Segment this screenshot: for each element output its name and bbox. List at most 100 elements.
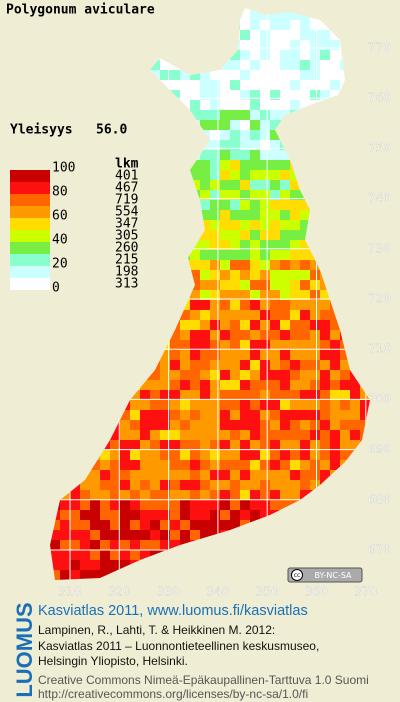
grid-cell [300,410,310,420]
grid-cell [240,60,250,70]
grid-cell [120,290,130,300]
grid-cell [160,20,170,30]
grid-cell [230,170,240,180]
grid-cell [60,490,70,500]
grid-cell [290,40,300,50]
grid-cell [310,160,320,170]
grid-cell [90,540,100,550]
grid-cell [120,40,130,50]
grid-cell [100,210,110,220]
grid-cell [120,540,130,550]
grid-cell [160,90,170,100]
grid-cell [70,560,80,570]
grid-cell [320,520,330,530]
grid-cell [290,420,300,430]
grid-cell [350,490,360,500]
grid-cell [140,410,150,420]
grid-cell [330,80,340,90]
grid-cell [260,8,270,10]
grid-cell [110,350,120,360]
grid-cell [180,300,190,310]
grid-cell [180,360,190,370]
grid-cell [100,260,110,270]
grid-cell [150,190,160,200]
grid-cell [110,360,120,370]
grid-cell [190,80,200,90]
grid-cell [180,250,190,260]
grid-cell [50,490,60,500]
grid-cell [140,280,150,290]
grid-cell [40,450,50,460]
grid-cell [200,260,210,270]
grid-cell [140,210,150,220]
grid-cell [280,20,290,30]
grid-cell [370,0,380,10]
grid-cell [270,250,280,260]
grid-cell [310,320,320,330]
grid-cell [70,210,80,220]
grid-cell [300,110,310,120]
grid-cell [370,120,380,130]
grid-cell [260,560,270,570]
grid-cell [220,430,230,440]
grid-cell [40,300,50,310]
grid-cell [130,60,140,70]
grid-cell [350,310,360,320]
grid-cell [340,180,350,190]
grid-cell [340,260,350,270]
grid-cell [240,100,250,110]
grid-cell [240,10,250,20]
grid-cell [50,80,60,90]
grid-cell [250,80,260,90]
grid-cell [320,270,330,280]
grid-cell [210,330,220,340]
grid-cell [340,40,350,50]
grid-cell [120,450,130,460]
grid-cell [240,110,250,120]
grid-cell [200,360,210,370]
grid-cell [220,270,230,280]
grid-cell [300,360,310,370]
grid-cell [210,170,220,180]
grid-cell [330,520,340,530]
grid-cell [330,110,340,120]
grid-cell [310,540,320,550]
grid-cell [50,40,60,50]
grid-cell [80,110,90,120]
grid-cell [220,390,230,400]
grid-cell [360,20,370,30]
grid-cell [340,410,350,420]
grid-cell [310,370,320,380]
grid-cell [110,450,120,460]
grid-cell [130,380,140,390]
grid-cell [160,510,170,520]
grid-cell [190,570,200,580]
grid-cell [70,40,80,50]
grid-cell [150,250,160,260]
grid-cell [200,330,210,340]
grid-cell [290,8,300,10]
grid-cell [230,520,240,530]
grid-cell [270,10,280,20]
grid-cell [280,340,290,350]
grid-cell [340,480,350,490]
grid-cell [330,140,340,150]
grid-cell [170,8,180,10]
grid-cell [190,290,200,300]
grid-cell [300,30,310,40]
grid-cell [310,390,320,400]
grid-cell [80,350,90,360]
grid-cell [160,190,170,200]
grid-cell [150,290,160,300]
grid-cell [360,60,370,70]
grid-cell [200,350,210,360]
grid-cell [110,60,120,70]
grid-cell [210,540,220,550]
grid-cell [260,330,270,340]
grid-cell [230,470,240,480]
grid-cell [150,220,160,230]
grid-cell [210,120,220,130]
grid-cell [330,220,340,230]
grid-cell [350,200,360,210]
grid-cell [270,520,280,530]
